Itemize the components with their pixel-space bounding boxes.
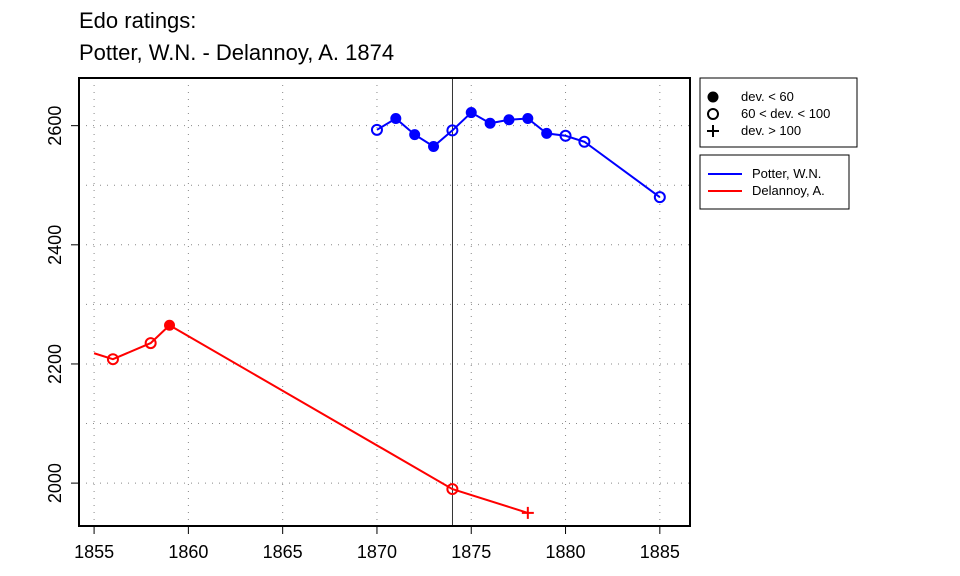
data-point bbox=[503, 114, 515, 126]
data-point bbox=[559, 129, 572, 142]
data-point bbox=[409, 129, 421, 141]
x-tick-label: 1885 bbox=[640, 542, 680, 562]
data-point bbox=[446, 483, 459, 496]
x-axis: 1855 1860 1865 1870 1875 1880 1885 bbox=[74, 525, 680, 562]
y-tick-label: 2600 bbox=[45, 106, 65, 146]
x-tick-label: 1865 bbox=[263, 542, 303, 562]
series-line bbox=[376, 111, 661, 198]
y-tick-label: 2200 bbox=[45, 344, 65, 384]
legend-box bbox=[699, 154, 850, 210]
x-tick-label: 1880 bbox=[546, 542, 586, 562]
data-point bbox=[164, 319, 176, 331]
data-point bbox=[465, 107, 477, 119]
legend-label: 60 < dev. < 100 bbox=[741, 106, 830, 121]
data-point bbox=[578, 135, 591, 148]
legend-markers: dev. < 60 60 < dev. < 100 dev. > 100 bbox=[699, 77, 858, 148]
legend-marker bbox=[707, 91, 719, 103]
legend-label: Delannoy, A. bbox=[752, 183, 825, 198]
data-point bbox=[428, 141, 440, 153]
x-tick-label: 1855 bbox=[74, 542, 114, 562]
series-line bbox=[93, 323, 529, 514]
legend-marker bbox=[707, 108, 719, 120]
legend-series: Potter, W.N. Delannoy, A. bbox=[699, 154, 850, 210]
legend-label: dev. > 100 bbox=[741, 123, 801, 138]
chart-title-line-1: Edo ratings: bbox=[79, 8, 197, 33]
legend-marker bbox=[707, 125, 719, 137]
data-point bbox=[522, 113, 534, 125]
plot-frame bbox=[78, 77, 691, 527]
legend-label: Potter, W.N. bbox=[752, 166, 821, 181]
data-point bbox=[390, 113, 402, 125]
data-point bbox=[370, 123, 383, 136]
x-tick-label: 1870 bbox=[357, 542, 397, 562]
data-point bbox=[446, 124, 459, 137]
x-tick-label: 1875 bbox=[451, 542, 491, 562]
data-point bbox=[484, 117, 496, 129]
series-0 bbox=[370, 107, 666, 204]
x-tick-label: 1860 bbox=[168, 542, 208, 562]
chart-title-line-2: Potter, W.N. - Delannoy, A. 1874 bbox=[79, 40, 395, 65]
legend-label: dev. < 60 bbox=[741, 89, 794, 104]
data-point bbox=[541, 127, 553, 139]
y-tick-label: 2000 bbox=[45, 463, 65, 503]
data-point bbox=[106, 353, 119, 366]
series-1 bbox=[93, 319, 534, 519]
y-axis: 2000 2200 2400 2600 bbox=[45, 106, 80, 503]
y-tick-label: 2400 bbox=[45, 225, 65, 265]
data-point bbox=[144, 337, 157, 350]
legend-box bbox=[699, 77, 858, 148]
data-point bbox=[521, 506, 534, 519]
data-point bbox=[653, 191, 666, 204]
grid-lines bbox=[79, 78, 690, 526]
